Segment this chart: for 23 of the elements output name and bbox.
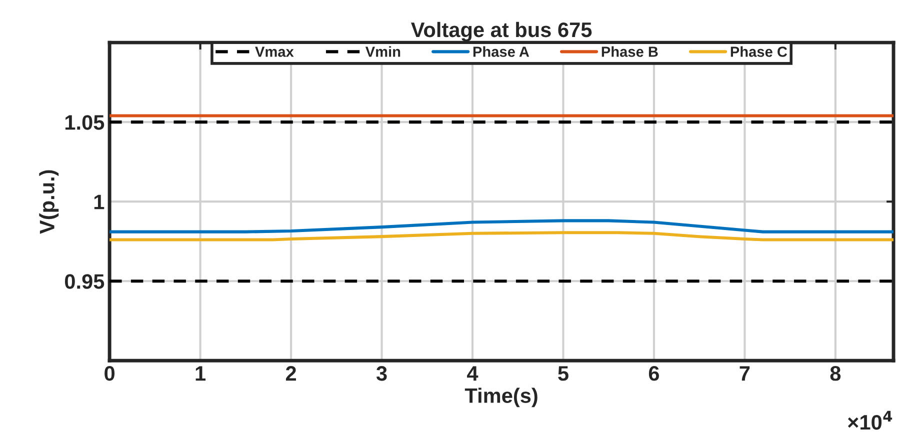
chart-title: Voltage at bus 675 <box>410 22 592 42</box>
x-tick-label: 6 <box>648 366 660 381</box>
x-tick-label: 1 <box>196 366 206 381</box>
x-tick-label: 4 <box>467 366 478 381</box>
y-tick-label: 1.05 <box>65 115 104 130</box>
x-axis-title: Time(s) <box>464 388 538 408</box>
legend-label: Vmax <box>255 46 294 57</box>
y-tick-label: 1 <box>94 194 104 210</box>
x-tick-label: 3 <box>376 366 387 381</box>
line-series <box>110 231 894 242</box>
x-tick-label: 8 <box>830 366 841 381</box>
legend-label: Phase C <box>730 46 788 57</box>
x-tick-label: 7 <box>740 366 750 381</box>
legend-label: Vmin <box>365 46 400 57</box>
x-tick-label: 2 <box>286 366 296 381</box>
y-tick-label: 0.95 <box>64 274 104 289</box>
y-axis-title: V(p.u.) <box>39 170 59 234</box>
legend-label: Phase B <box>602 46 658 57</box>
legend-label: Phase A <box>473 46 530 57</box>
x-tick-label: 0 <box>104 366 114 381</box>
text: ×10$^{4}$ <box>848 410 892 430</box>
line-series <box>110 219 894 234</box>
x-tick-label: 5 <box>558 366 568 381</box>
